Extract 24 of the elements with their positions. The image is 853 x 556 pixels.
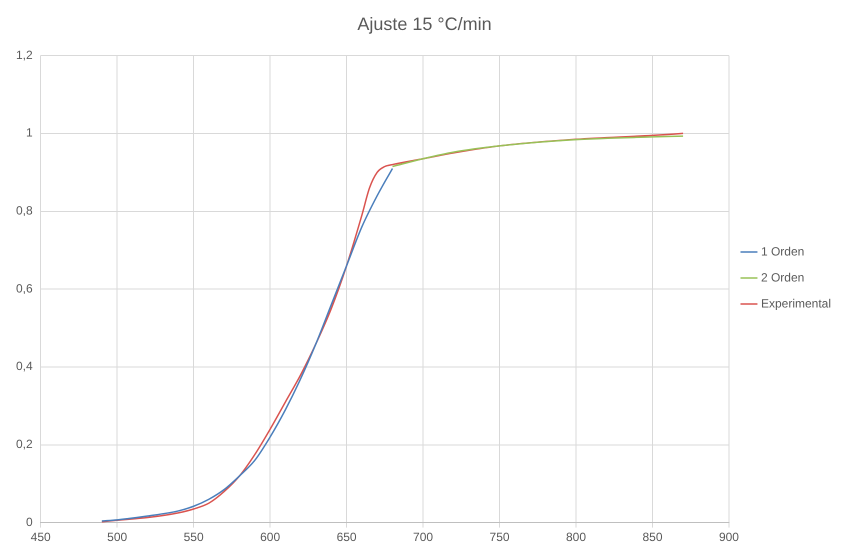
x-tick-label: 800 [566,530,586,544]
x-tick-label: 650 [336,530,357,544]
y-tick-label: 0,4 [16,359,33,374]
x-tick-label: 700 [413,530,434,544]
x-tick-label: 900 [718,530,740,544]
y-tick-label: 1,2 [16,48,33,62]
x-tick-label: 450 [30,530,52,544]
x-tick-label: 550 [184,530,204,544]
legend-label: 2 Orden [760,270,804,284]
line-series [101,132,684,523]
x-tick-label: 850 [642,530,663,544]
x-tick-label: 500 [107,530,128,544]
y-tick-label: 0 [26,514,33,529]
legend-label: Experimental [760,296,831,310]
x-tick-label: 750 [490,530,510,544]
x-tick-label: 600 [260,530,280,544]
y-tick-label: 0,2 [16,437,33,452]
y-tick-label: 1 [26,126,33,140]
line-series [101,168,394,522]
legend-label: 1 Orden [760,244,804,258]
y-tick-label: 0,6 [16,281,33,296]
chart-title: Ajuste 15 °C/min [357,14,492,34]
line-series [392,135,684,168]
y-tick-label: 0,8 [16,204,33,218]
